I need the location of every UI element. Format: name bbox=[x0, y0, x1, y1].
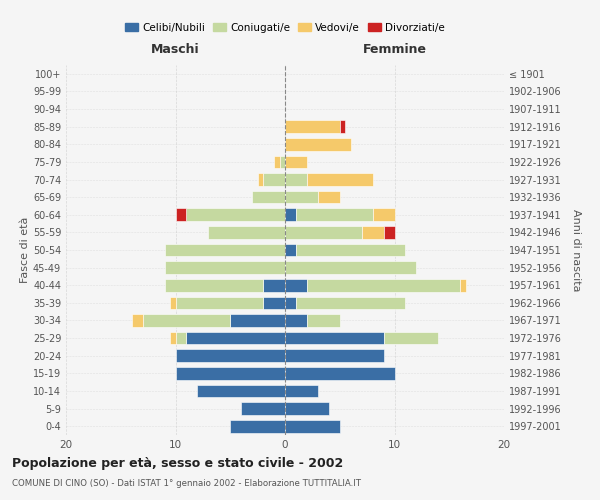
Bar bbox=[197, 384, 285, 398]
Bar bbox=[164, 279, 263, 291]
Bar bbox=[383, 226, 395, 238]
Bar bbox=[274, 156, 280, 168]
Bar bbox=[285, 420, 340, 432]
Bar bbox=[263, 296, 285, 309]
Text: Popolazione per età, sesso e stato civile - 2002: Popolazione per età, sesso e stato civil… bbox=[12, 458, 343, 470]
Bar bbox=[285, 156, 307, 168]
Bar bbox=[230, 314, 285, 327]
Bar bbox=[187, 208, 285, 221]
Bar bbox=[176, 332, 187, 344]
Bar bbox=[285, 120, 340, 133]
Bar bbox=[285, 191, 318, 203]
Y-axis label: Fasce di età: Fasce di età bbox=[20, 217, 30, 283]
Bar bbox=[280, 156, 285, 168]
Bar bbox=[252, 191, 285, 203]
Bar bbox=[285, 402, 329, 415]
Bar bbox=[176, 367, 285, 380]
Bar bbox=[285, 244, 296, 256]
Bar bbox=[143, 314, 230, 327]
Bar bbox=[296, 296, 406, 309]
Bar bbox=[187, 332, 285, 344]
Bar bbox=[285, 226, 362, 238]
Bar bbox=[285, 279, 307, 291]
Bar bbox=[307, 279, 460, 291]
Bar bbox=[170, 296, 176, 309]
Bar bbox=[230, 420, 285, 432]
Bar bbox=[307, 173, 373, 186]
Bar bbox=[296, 208, 373, 221]
Bar bbox=[285, 314, 307, 327]
Bar bbox=[176, 350, 285, 362]
Bar bbox=[285, 332, 383, 344]
Bar bbox=[132, 314, 143, 327]
Bar bbox=[460, 279, 466, 291]
Bar bbox=[176, 296, 263, 309]
Bar bbox=[285, 173, 307, 186]
Bar bbox=[170, 332, 176, 344]
Bar bbox=[241, 402, 285, 415]
Bar bbox=[176, 208, 187, 221]
Bar bbox=[373, 208, 395, 221]
Bar bbox=[263, 173, 285, 186]
Y-axis label: Anni di nascita: Anni di nascita bbox=[571, 209, 581, 291]
Bar bbox=[164, 244, 285, 256]
Bar bbox=[296, 244, 406, 256]
Text: COMUNE DI CINO (SO) - Dati ISTAT 1° gennaio 2002 - Elaborazione TUTTITALIA.IT: COMUNE DI CINO (SO) - Dati ISTAT 1° genn… bbox=[12, 479, 361, 488]
Bar bbox=[318, 191, 340, 203]
Bar bbox=[285, 384, 318, 398]
Bar bbox=[285, 138, 350, 150]
Bar bbox=[285, 208, 296, 221]
Bar bbox=[263, 279, 285, 291]
Bar bbox=[307, 314, 340, 327]
Bar bbox=[285, 367, 395, 380]
Bar bbox=[208, 226, 285, 238]
Bar bbox=[383, 332, 438, 344]
Text: Femmine: Femmine bbox=[362, 43, 427, 56]
Bar bbox=[285, 262, 416, 274]
Text: Maschi: Maschi bbox=[151, 43, 200, 56]
Bar bbox=[164, 262, 285, 274]
Legend: Celibi/Nubili, Coniugati/e, Vedovi/e, Divorziati/e: Celibi/Nubili, Coniugati/e, Vedovi/e, Di… bbox=[121, 18, 449, 36]
Bar bbox=[285, 350, 383, 362]
Bar bbox=[340, 120, 345, 133]
Bar bbox=[285, 296, 296, 309]
Bar bbox=[362, 226, 383, 238]
Bar bbox=[257, 173, 263, 186]
